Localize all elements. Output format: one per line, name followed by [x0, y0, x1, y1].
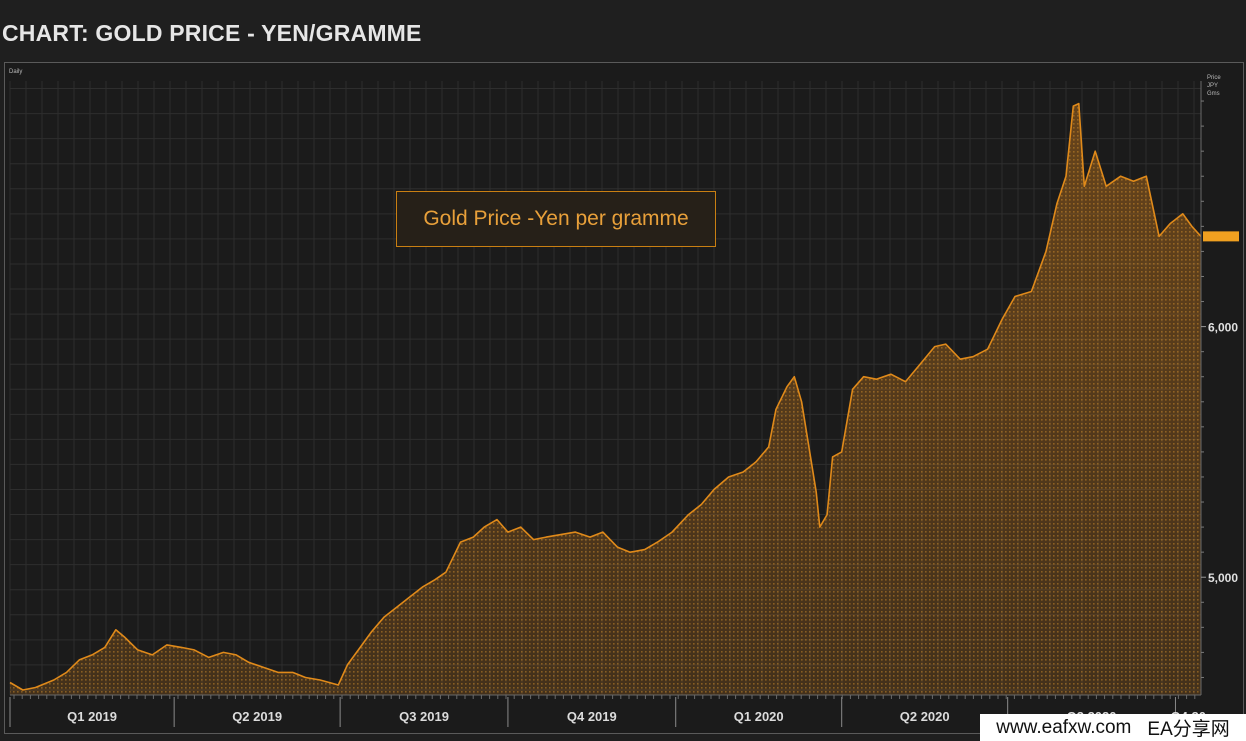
- watermark: www.eafxw.com EA分享网: [980, 714, 1246, 741]
- chart-annotation: Gold Price -Yen per gramme: [396, 191, 716, 247]
- x-tick-label-quarter: Q2 2019: [232, 709, 282, 724]
- x-tick-label-quarter: Q1 2020: [734, 709, 784, 724]
- price-area: [10, 103, 1201, 696]
- price-line: [9, 102, 1202, 691]
- price-line-group: [9, 102, 1202, 691]
- watermark-site: www.eafxw.com: [996, 716, 1132, 738]
- x-tick-label-quarter: Q4 2019: [567, 709, 617, 724]
- chart-header-left: Daily: [9, 69, 22, 75]
- watermark-brand: EA分享网: [1147, 719, 1230, 740]
- price-area-texture: [10, 103, 1201, 696]
- y-axis-unit-label: Price: [1207, 75, 1221, 81]
- page-title: CHART: GOLD PRICE - YEN/GRAMME: [2, 20, 422, 46]
- y-axis-unit-label: JPY: [1207, 83, 1218, 89]
- y-axis-unit-label: Gms: [1207, 91, 1220, 97]
- price-chart: Price JPY Gms 5,000 6,000 Q1 2019 Q2 2019 Q3 2…: [9, 69, 1239, 727]
- last-price-tag: [1203, 231, 1239, 242]
- x-tick-label-quarter: Q1 2019: [67, 709, 117, 724]
- x-tick-label-quarter: Q2 2020: [900, 709, 950, 724]
- y-tick-label: 6,000: [1208, 321, 1238, 335]
- chart-frame: Price JPY Gms 5,000 6,000 Q1 2019 Q2 2019 Q3 2…: [4, 62, 1244, 734]
- y-axis: Price JPY Gms 5,000 6,000: [1200, 75, 1239, 695]
- x-tick-label-quarter: Q3 2019: [399, 709, 449, 724]
- y-tick-label: 5,000: [1208, 571, 1238, 585]
